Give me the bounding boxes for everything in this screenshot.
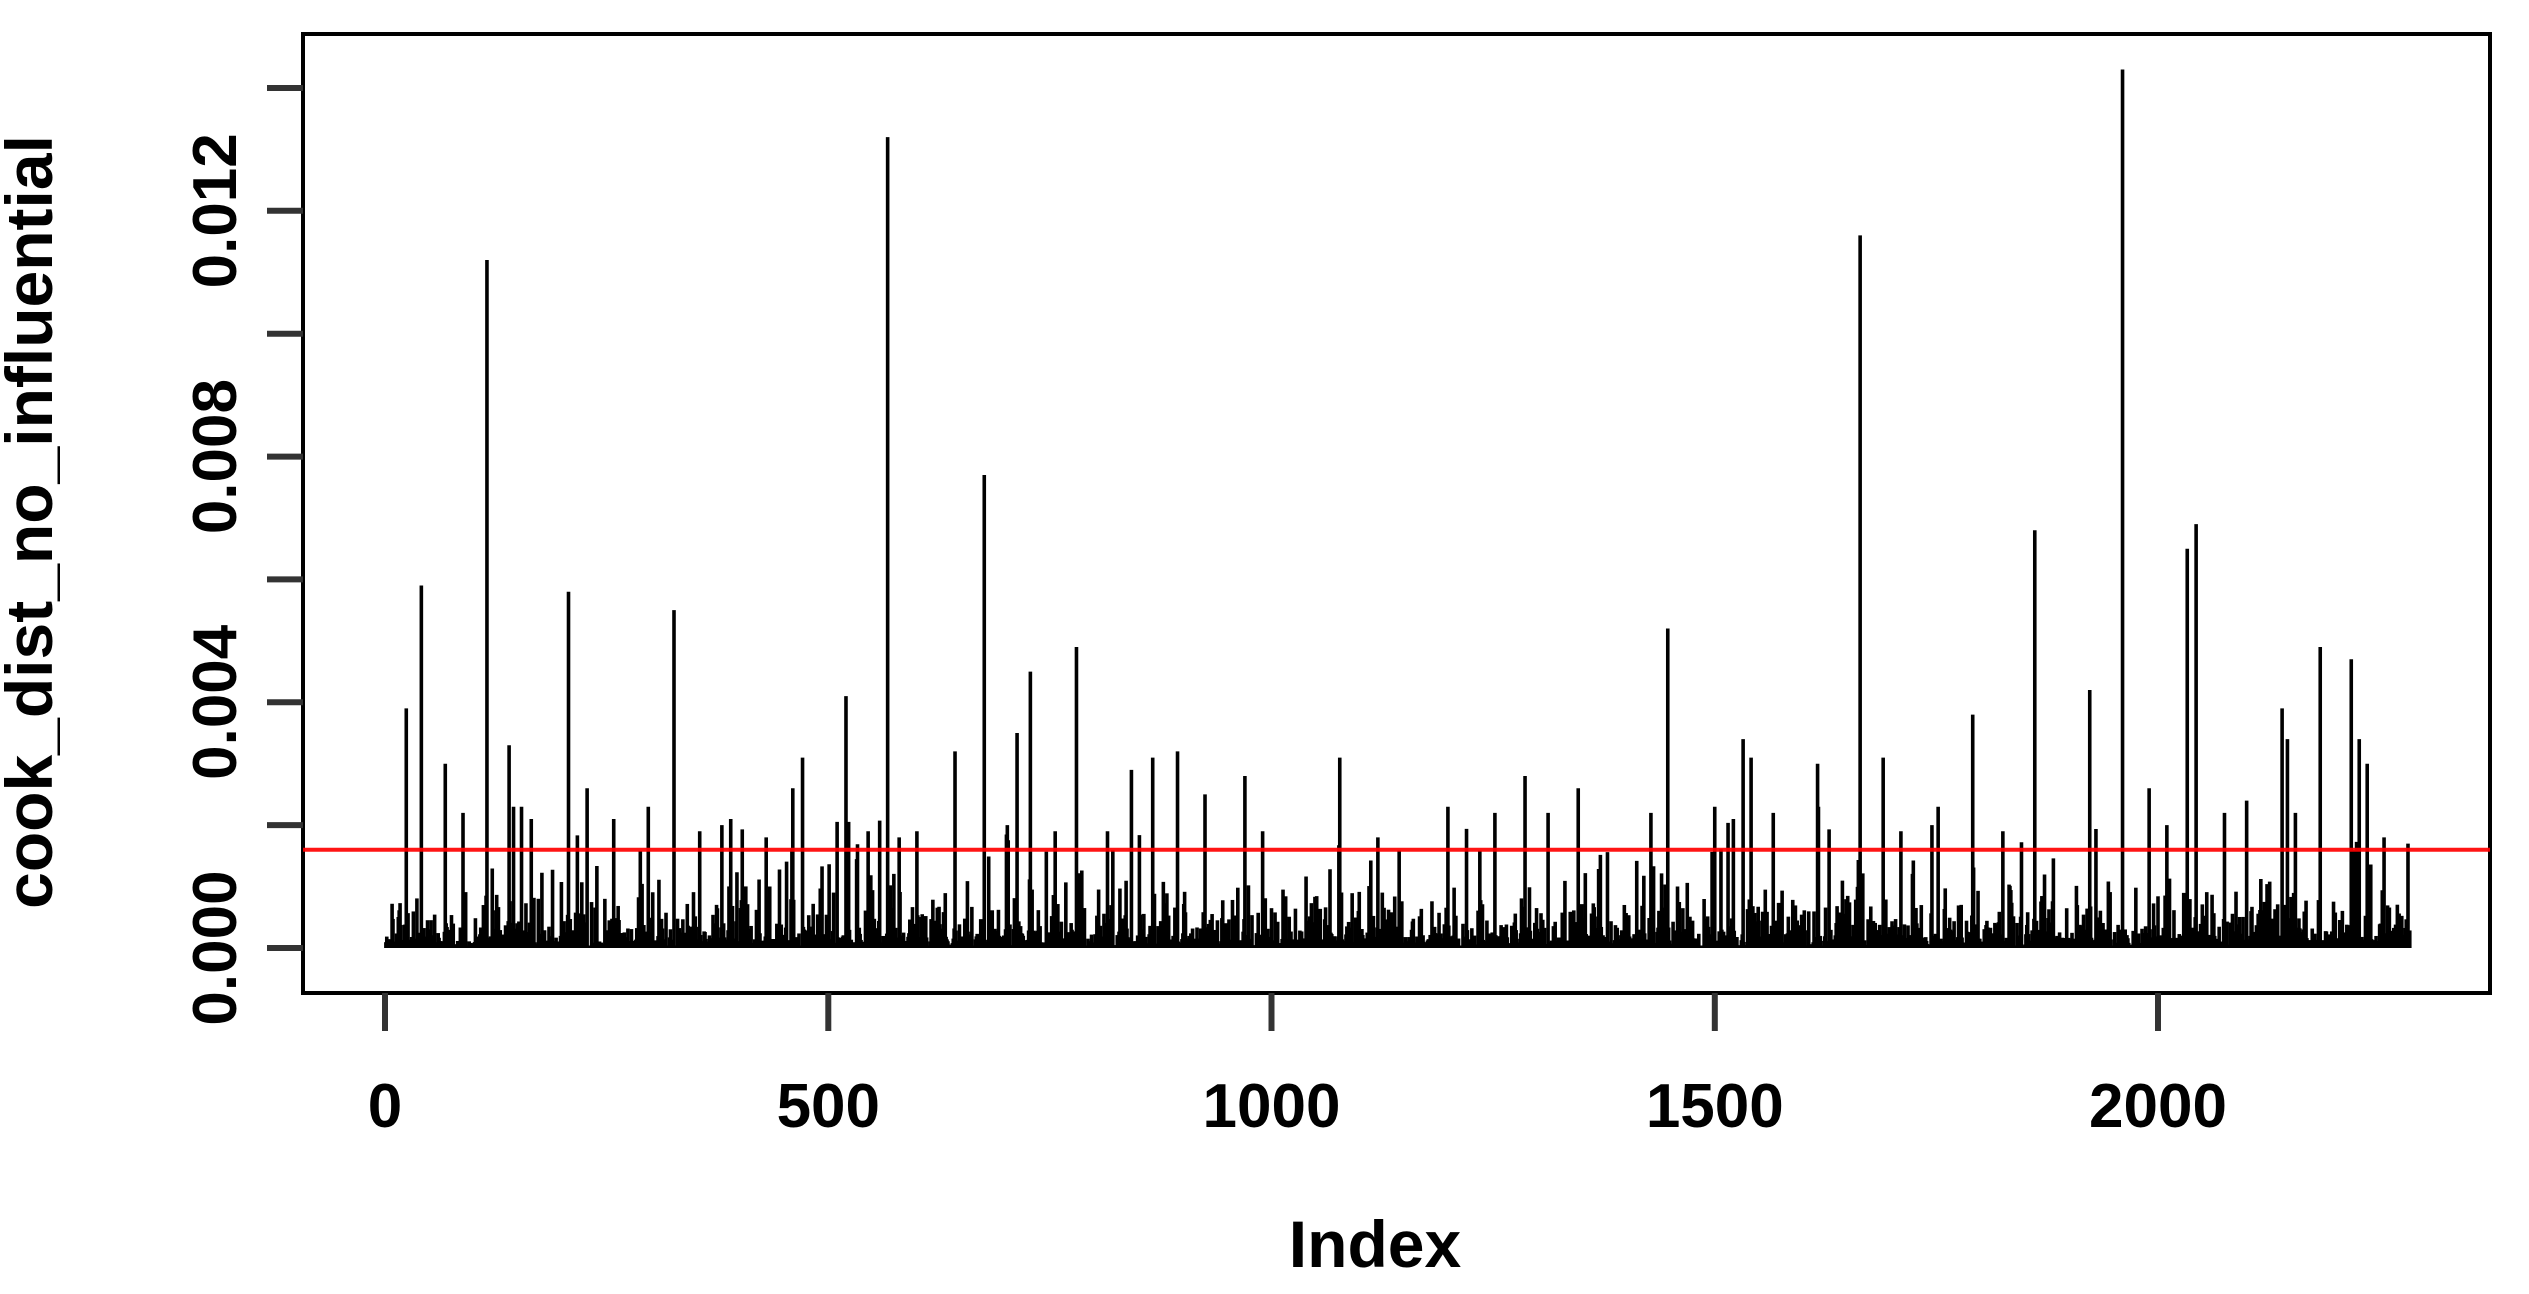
plot-box xyxy=(301,32,2492,995)
x-axis-title: Index xyxy=(1289,1207,1462,1281)
x-tick-label: 2000 xyxy=(2089,1072,2227,1141)
y-axis-title: cook_dist_no_influential xyxy=(0,135,66,909)
cooks-distance-spikes xyxy=(384,69,2412,948)
y-tick-label: 0.004 xyxy=(181,624,250,780)
y-tick-label: 0.000 xyxy=(181,870,250,1025)
y-tick-label: 0.008 xyxy=(181,379,250,534)
x-tick-label: 1500 xyxy=(1646,1072,1784,1141)
x-tick-label: 500 xyxy=(777,1072,880,1141)
tick-labels: 0.000 0.004 0.008 0.012 0 500 1000 1500 2000 xyxy=(181,133,2227,1141)
x-tick-label: 0 xyxy=(368,1072,402,1141)
x-tick-label: 1000 xyxy=(1203,1072,1341,1141)
axes xyxy=(267,32,2492,1031)
y-tick-label: 0.012 xyxy=(181,133,250,288)
